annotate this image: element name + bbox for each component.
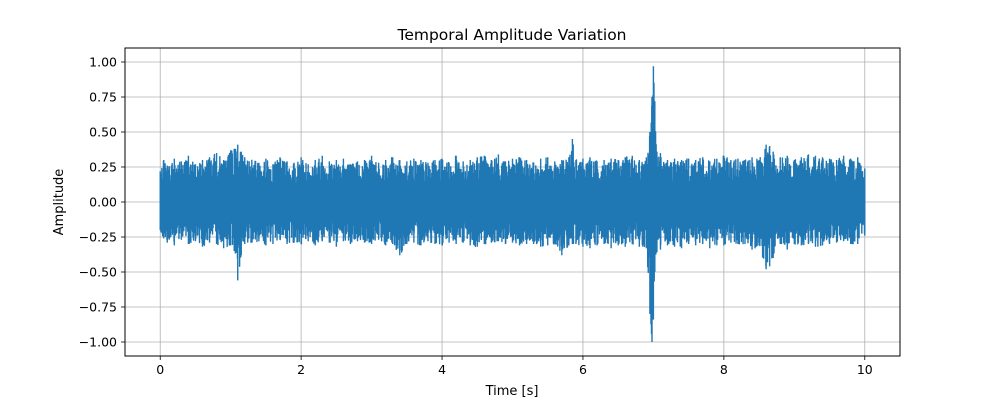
y-tick-label: −0.75: [79, 300, 117, 315]
y-tick-label: −0.25: [79, 230, 117, 245]
x-tick-label: 8: [720, 362, 728, 377]
x-tick-label: 2: [297, 362, 305, 377]
series-line: [159, 66, 866, 342]
x-tick-label: 0: [156, 362, 164, 377]
x-tick-label: 4: [438, 362, 446, 377]
x-axis-ticks: 0 2 4 6 8 10: [156, 356, 873, 377]
x-tick-label: 10: [857, 362, 873, 377]
y-tick-label: −0.50: [79, 265, 117, 280]
y-tick-label: −1.00: [79, 335, 117, 350]
y-tick-label: 0.50: [89, 125, 117, 140]
y-tick-label: 0.25: [89, 160, 117, 175]
y-tick-label: 0.75: [89, 90, 117, 105]
x-tick-label: 6: [579, 362, 587, 377]
y-tick-label: 1.00: [89, 55, 117, 70]
x-axis-label: Time [s]: [485, 384, 539, 399]
signal-path: [159, 66, 866, 342]
y-tick-label: 0.00: [89, 195, 117, 210]
chart-title: Temporal Amplitude Variation: [396, 26, 626, 44]
y-axis-label: Amplitude: [52, 169, 67, 236]
y-axis-ticks: −1.00 −0.75 −0.50 −0.25 0.00 0.25 0.50 0.75 1.00: [79, 55, 125, 350]
